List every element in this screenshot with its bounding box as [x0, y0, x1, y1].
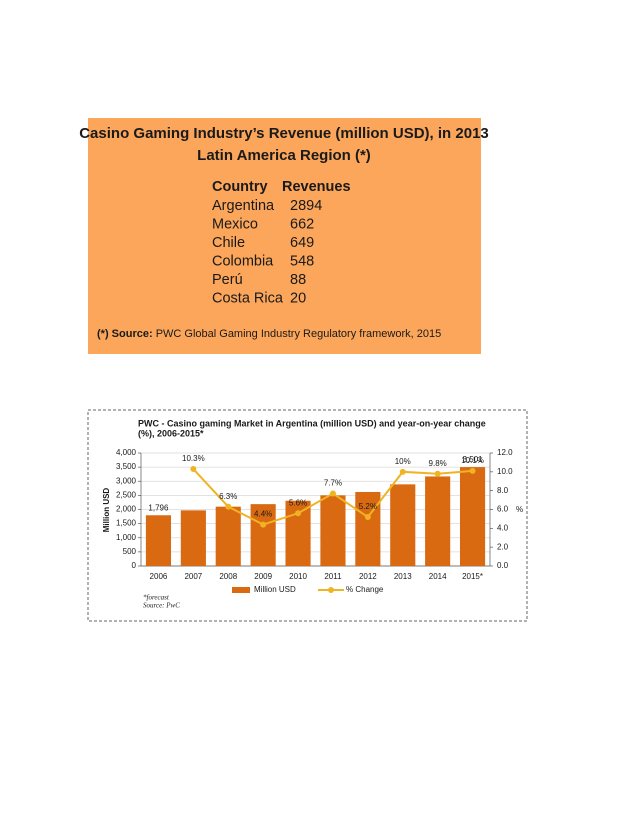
y2-tick-label: 2.0: [497, 542, 509, 551]
y2-tick-label: 12.0: [497, 448, 513, 457]
y2-tick-label: 10.0: [497, 467, 513, 476]
bar: [320, 495, 346, 566]
revenue: 649: [290, 235, 314, 251]
table-rows: Argentina 2894 Mexico 662 Chile 649 Colombia 54…: [212, 198, 322, 307]
legend-label: % Change: [346, 585, 384, 594]
table-title: Latin America Region (*): [197, 147, 371, 164]
country: Argentina: [212, 198, 275, 214]
bar-label: 3,501: [463, 455, 484, 464]
point-label: 7.7%: [324, 479, 342, 488]
table-box: [88, 118, 481, 354]
bar: [355, 491, 381, 566]
point-label: 5.2%: [359, 502, 377, 511]
point: [329, 490, 336, 497]
x-tick-label: 2006: [150, 572, 168, 581]
footnote-label: (*) Source:: [97, 328, 153, 340]
y2-tick-label: 4.0: [497, 523, 509, 532]
y-axis-label: Million USD: [102, 488, 111, 533]
point-label: 10.1%: [461, 456, 484, 465]
y-tick-label: 0: [132, 561, 137, 570]
y2-axis-label: %: [516, 505, 523, 514]
revenue: 88: [290, 272, 306, 288]
y-tick-label: 2,500: [116, 490, 137, 499]
country: Perú: [212, 272, 243, 288]
x-tick-label: 2014: [429, 572, 447, 581]
legend-label: Million USD: [254, 585, 296, 594]
point: [225, 503, 232, 510]
y-tick-label: 4,000: [116, 448, 137, 457]
y-tick-label: 3,000: [116, 476, 137, 485]
revenue: 662: [290, 216, 314, 232]
point-label: 10.3%: [182, 454, 205, 463]
x-tick-label: 2010: [289, 572, 307, 581]
x-tick-label: 2013: [394, 572, 412, 581]
footnote: (*) Source: PWC Global Gaming Industry R…: [97, 328, 441, 340]
country: Colombia: [212, 253, 274, 269]
point: [260, 521, 267, 528]
bar: [215, 506, 241, 566]
point-label: 6.3%: [219, 492, 237, 501]
x-tick-label: 2015*: [462, 572, 483, 581]
country: Chile: [212, 235, 245, 251]
country: Costa Rica: [212, 290, 284, 306]
bar: [390, 484, 416, 566]
x-tick-label: 2011: [324, 572, 342, 581]
point: [190, 466, 197, 473]
bar: [180, 510, 206, 566]
chart-title: (%), 2006-2015*: [138, 428, 204, 438]
note: Source: PwC: [143, 602, 180, 610]
point: [295, 510, 302, 517]
point-label: 9.8%: [429, 459, 447, 468]
x-tick-label: 2007: [184, 572, 202, 581]
y-tick-label: 3,500: [116, 462, 137, 471]
x-tick-label: 2008: [219, 572, 237, 581]
point: [434, 470, 441, 477]
revenue: 548: [290, 253, 314, 269]
point-label: 5.6%: [289, 498, 307, 507]
y-tick-label: 1,500: [116, 519, 137, 528]
y2-tick-label: 8.0: [497, 486, 509, 495]
legend-swatch: [232, 587, 250, 593]
y-tick-label: 500: [123, 547, 137, 556]
point-label: 4.4%: [254, 510, 272, 519]
bar: [425, 476, 451, 566]
x-tick-label: 2009: [254, 572, 272, 581]
y2-tick-label: 6.0: [497, 505, 509, 514]
revenue: 20: [290, 290, 306, 306]
table-header: Country: [212, 179, 268, 195]
table-title: Casino Gaming Industry’s Revenue (millio…: [79, 125, 489, 142]
point: [364, 514, 371, 521]
footnote-text: PWC Global Gaming Industry Regulatory fr…: [156, 328, 442, 340]
bar-label: 1,796: [148, 503, 169, 512]
point: [399, 468, 406, 475]
note: *forecast: [143, 594, 170, 602]
bar: [250, 504, 276, 566]
table-header: Revenues: [282, 179, 351, 195]
y2-tick-label: 0.0: [497, 561, 509, 570]
point-label: 10%: [395, 457, 411, 466]
country: Mexico: [212, 216, 258, 232]
bar: [145, 515, 172, 566]
point: [469, 467, 476, 474]
chart-title: PWC - Casino gaming Market in Argentina …: [138, 418, 486, 428]
y-tick-label: 2,000: [116, 505, 137, 514]
bar: [459, 467, 486, 566]
legend-swatch: [328, 587, 334, 593]
revenue: 2894: [290, 198, 322, 214]
y-tick-label: 1,000: [116, 533, 137, 542]
x-tick-label: 2012: [359, 572, 377, 581]
